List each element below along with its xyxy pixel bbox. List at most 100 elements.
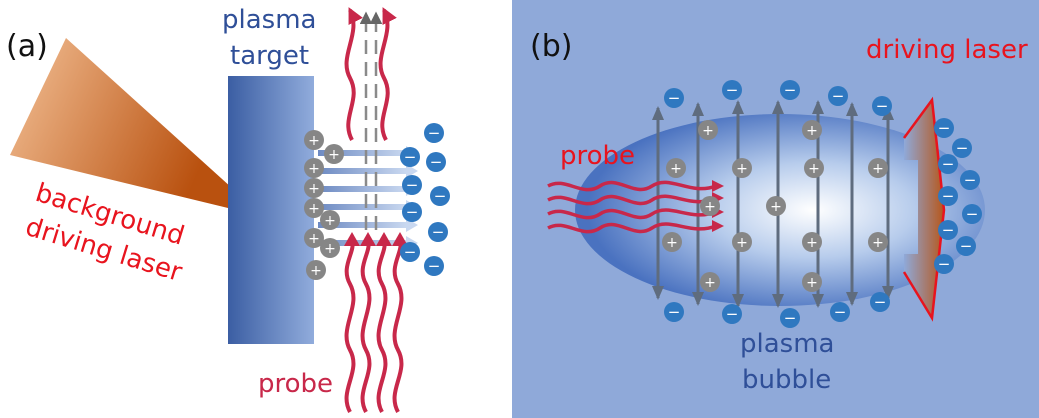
electron: − — [664, 88, 684, 108]
probe-wave — [360, 239, 372, 413]
undeflected-reference-lines — [359, 11, 383, 230]
svg-text:+: + — [770, 199, 782, 215]
probe-wave-exit — [344, 7, 363, 141]
ions-b: + + + + + + + + + + + + + + — [662, 120, 888, 292]
ion: + — [804, 158, 824, 178]
field-arrowhead — [772, 100, 784, 114]
svg-text:−: − — [668, 89, 681, 107]
svg-text:−: − — [432, 223, 445, 241]
svg-text:+: + — [736, 235, 748, 251]
panel-b: (b) driving laser — [512, 0, 1039, 418]
ion: + — [868, 158, 888, 178]
svg-text:+: + — [324, 241, 336, 257]
ion: + — [868, 232, 888, 252]
probe-wave — [392, 239, 404, 413]
electron: − — [828, 86, 848, 106]
ion: + — [306, 260, 326, 280]
svg-text:+: + — [308, 161, 320, 177]
electron: − — [938, 186, 958, 206]
svg-text:+: + — [308, 133, 320, 149]
electron: − — [402, 202, 422, 222]
svg-text:−: − — [406, 176, 419, 194]
field-arrowhead — [732, 294, 744, 308]
probe-wave — [547, 208, 717, 220]
svg-text:+: + — [872, 161, 884, 177]
svg-text:−: − — [726, 81, 739, 99]
driving-laser-outline — [902, 96, 946, 322]
field-arrow — [318, 222, 406, 228]
svg-text:−: − — [784, 81, 797, 99]
electron: − — [962, 204, 982, 224]
svg-text:−: − — [784, 309, 797, 327]
panel-a-label: (a) — [6, 29, 48, 64]
svg-text:+: + — [310, 263, 322, 279]
ion: + — [700, 272, 720, 292]
svg-text:+: + — [328, 147, 340, 163]
electrons-b: − − − − − − − − − − − − − − − − − − − — [664, 80, 982, 328]
svg-text:+: + — [702, 123, 714, 139]
target-label-line2: target — [230, 41, 309, 71]
panel-b-label: (b) — [530, 29, 572, 64]
field-arrowhead — [652, 286, 664, 300]
electron: − — [424, 256, 444, 276]
probe-arrowhead — [712, 220, 724, 232]
field-arrowhead — [732, 100, 744, 114]
electron: − — [934, 118, 954, 138]
field-arrow — [318, 150, 406, 156]
probe-wave — [344, 239, 356, 413]
probe-arrowheads-a — [344, 232, 408, 246]
electron: − — [722, 80, 742, 100]
electron: − — [938, 154, 958, 174]
svg-text:+: + — [308, 231, 320, 247]
driving-laser-pulse — [904, 100, 944, 318]
probe-wave-exit — [378, 7, 397, 141]
svg-text:−: − — [834, 303, 847, 321]
ion: + — [802, 272, 822, 292]
svg-text:−: − — [938, 255, 951, 273]
field-arrowhead — [812, 294, 824, 308]
electron: − — [400, 147, 420, 167]
driving-laser-label: driving laser — [866, 35, 1028, 65]
svg-text:+: + — [808, 161, 820, 177]
ion: + — [304, 198, 324, 218]
svg-text:−: − — [942, 187, 955, 205]
probe-wave — [547, 180, 717, 192]
background-laser-beam — [10, 38, 232, 208]
svg-text:−: − — [668, 303, 681, 321]
electron: − — [780, 80, 800, 100]
ion: + — [304, 228, 324, 248]
svg-text:−: − — [404, 243, 417, 261]
electron: − — [956, 236, 976, 256]
probe-arrowhead — [360, 232, 376, 246]
probe-beams-a — [344, 7, 404, 413]
svg-text:−: − — [876, 97, 889, 115]
svg-text:+: + — [806, 235, 818, 251]
electron: − — [952, 138, 972, 158]
ions-a: + + + + + + + + + — [304, 130, 344, 280]
probe-wave — [547, 222, 717, 234]
svg-text:−: − — [430, 153, 443, 171]
electron: − — [934, 254, 954, 274]
svg-text:−: − — [726, 305, 739, 323]
ion: + — [304, 130, 324, 150]
electron: − — [424, 123, 444, 143]
ion: + — [698, 120, 718, 140]
svg-text:+: + — [308, 201, 320, 217]
field-arrowhead — [692, 292, 704, 306]
svg-text:−: − — [942, 221, 955, 239]
electron: − — [830, 302, 850, 322]
field-arrowhead — [772, 294, 784, 308]
plasma-target-slab — [228, 76, 314, 344]
ion: + — [732, 232, 752, 252]
panel-a: (a) background driving laser plasma targ… — [6, 5, 450, 413]
ion: + — [666, 158, 686, 178]
svg-text:+: + — [704, 275, 716, 291]
ion: + — [320, 238, 340, 258]
field-arrowhead — [812, 100, 824, 114]
field-arrowhead — [652, 106, 664, 120]
field-arrowhead — [846, 292, 858, 306]
svg-text:+: + — [736, 161, 748, 177]
probe-wave — [547, 194, 717, 206]
ion: + — [304, 158, 324, 178]
bubble-field-arrows — [656, 102, 890, 306]
